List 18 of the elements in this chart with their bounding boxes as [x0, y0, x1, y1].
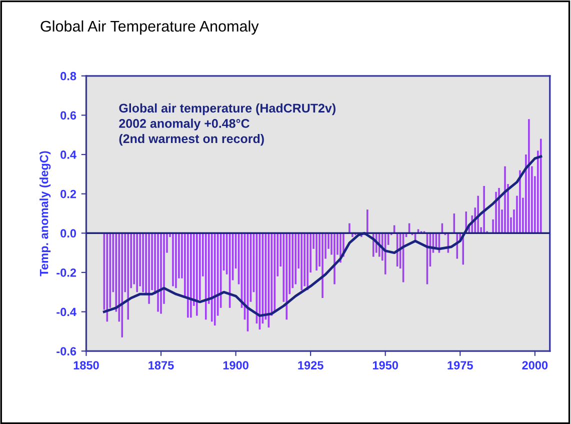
- x-tick-label: 1925: [298, 361, 324, 370]
- y-tick-label: -0.4: [56, 308, 76, 316]
- x-tick-label: 1975: [448, 361, 473, 370]
- x-tick-label: 1950: [372, 361, 398, 370]
- x-tick-label: 1850: [74, 361, 99, 370]
- y-tick-label: 0.4: [60, 150, 76, 159]
- y-tick-label: 0.6: [60, 111, 76, 120]
- y-tick-label: -0.2: [56, 268, 76, 277]
- annotation: Global air temperature (HadCRUT2v) 2002 anomaly +0.48°C (2nd warmest on record): [119, 103, 336, 146]
- y-tick-label: 0.8: [60, 72, 76, 80]
- x-tick-label: 2000: [522, 361, 548, 370]
- y-tick-label: 0.0: [60, 229, 76, 238]
- y-axis-title: Temp. anomaly (degC): [40, 151, 51, 276]
- chart-title: Global Air Temperature Anomaly: [40, 20, 259, 35]
- x-tick-label: 1875: [148, 361, 174, 370]
- y-tick-label: 0.2: [60, 190, 76, 198]
- x-tick-label: 1900: [223, 361, 248, 370]
- y-tick-label: -0.6: [56, 347, 76, 356]
